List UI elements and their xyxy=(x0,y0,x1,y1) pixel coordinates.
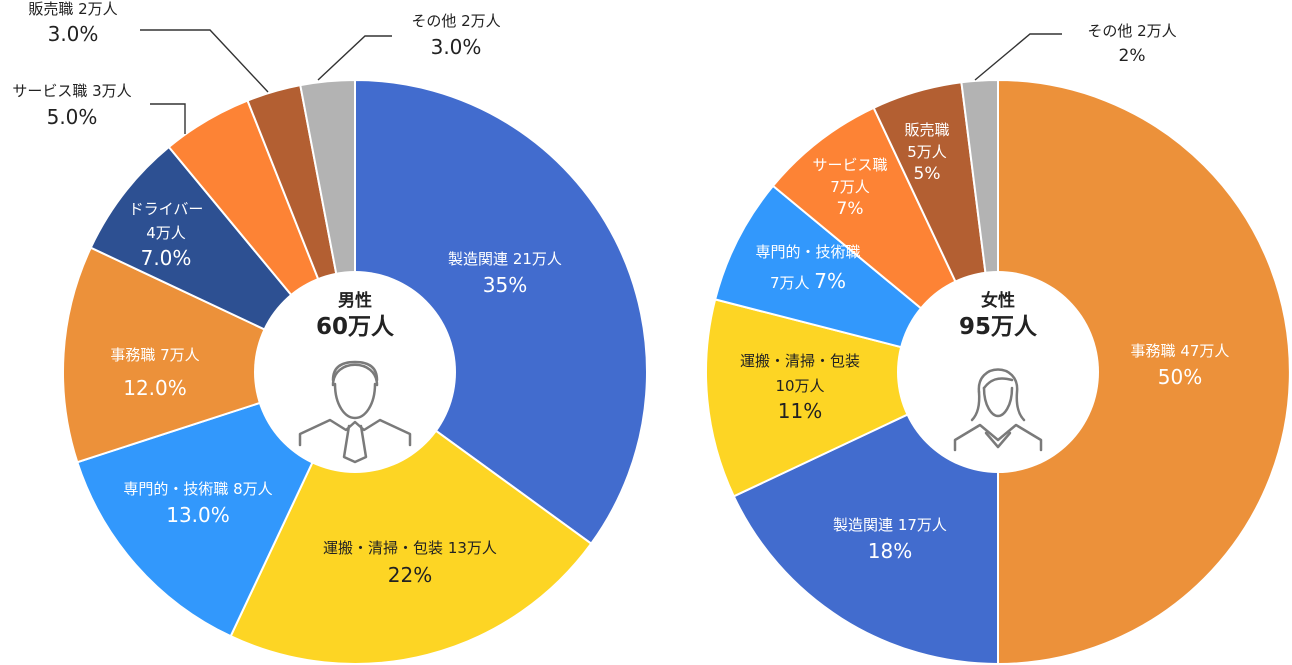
female-count-professional: 7万人 7% xyxy=(770,269,846,293)
female-count-transport: 10万人 xyxy=(775,377,824,395)
male-label-professional: 専門的・技術職 8万人 xyxy=(123,480,272,498)
male-slice-office xyxy=(62,246,358,464)
female-label-manufacturing: 製造関連 17万人 xyxy=(833,516,947,534)
female-label-service: サービス職 xyxy=(812,156,887,174)
male-leader-sales xyxy=(140,29,269,93)
female-percent-office: 50% xyxy=(1158,365,1202,389)
male-person-icon xyxy=(298,360,412,464)
male-center-circle xyxy=(254,271,456,473)
female-labels: 事務職 47万人 50% 製造関連 17万人 18% 運搬・清掃・包装 10万人… xyxy=(740,22,1229,563)
male-percent-manufacturing: 35% xyxy=(483,273,527,297)
leader-lines xyxy=(140,29,1062,134)
male-percent-transport: 22% xyxy=(388,563,432,587)
female-center-title: 女性 xyxy=(981,290,1015,311)
female-percent-other: 2% xyxy=(1119,46,1146,66)
male-percent-service: 5.0% xyxy=(47,105,98,129)
male-percent-office: 12.0% xyxy=(123,376,187,400)
female-slice-transport xyxy=(705,298,1001,498)
male-label-service: サービス職 3万人 xyxy=(12,82,131,100)
male-center-total: 60万人 xyxy=(316,314,395,340)
female-center-circle xyxy=(897,271,1099,473)
female-leader-other xyxy=(974,33,1062,81)
male-label-transport: 運搬・清掃・包装 13万人 xyxy=(323,539,497,557)
female-label-office: 事務職 47万人 xyxy=(1131,342,1230,360)
female-label-transport: 運搬・清掃・包装 xyxy=(740,352,860,370)
female-percent-sales: 5% xyxy=(914,164,941,184)
female-label-sales: 販売職 xyxy=(904,121,949,139)
female-percent-manufacturing: 18% xyxy=(868,539,912,563)
female-count-sales: 5万人 xyxy=(907,143,947,161)
female-center-total: 95万人 xyxy=(959,314,1038,340)
male-count-driver: 4万人 xyxy=(146,224,186,242)
male-label-sales: 販売職 2万人 xyxy=(28,0,117,18)
male-labels: 製造関連 21万人 35% 運搬・清掃・包装 13万人 22% 専門的・技術職 … xyxy=(12,0,562,587)
male-center-title: 男性 xyxy=(338,290,372,311)
female-percent-service: 7% xyxy=(837,199,864,219)
male-label-office: 事務職 7万人 xyxy=(110,346,199,364)
male-percent-other: 3.0% xyxy=(431,35,482,59)
female-percent-transport: 11% xyxy=(778,399,822,423)
male-label-other: その他 2万人 xyxy=(411,12,500,30)
male-leader-service xyxy=(150,103,186,134)
male-percent-driver: 7.0% xyxy=(141,246,192,270)
male-percent-professional: 13.0% xyxy=(166,503,230,527)
female-label-other: その他 2万人 xyxy=(1087,22,1176,40)
female-slice-office xyxy=(997,78,1291,665)
male-percent-sales: 3.0% xyxy=(48,22,99,46)
male-label-manufacturing: 製造関連 21万人 xyxy=(448,250,562,268)
female-label-professional: 専門的・技術職 xyxy=(755,243,860,261)
female-person-icon xyxy=(953,368,1043,452)
male-leader-other xyxy=(317,35,392,81)
female-count-service: 7万人 xyxy=(830,178,870,196)
male-slice-manufacturing xyxy=(354,78,648,546)
male-label-driver: ドライバー xyxy=(129,200,204,218)
